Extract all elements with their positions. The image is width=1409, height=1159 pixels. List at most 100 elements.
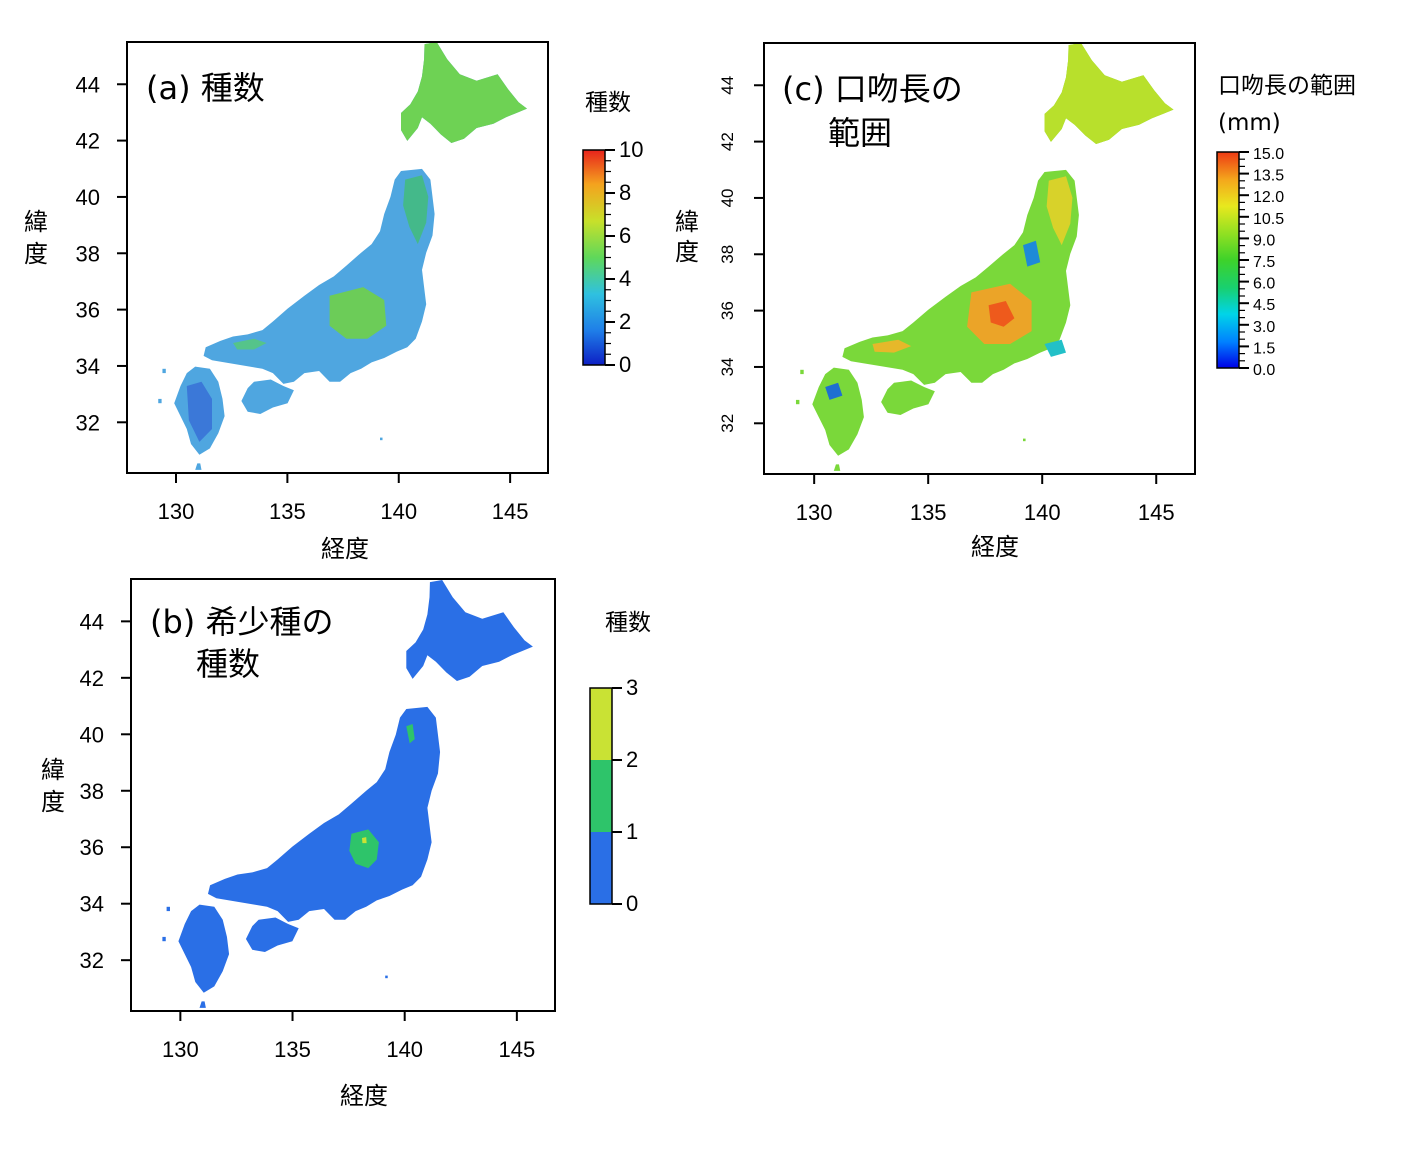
panel-b-title-line1: (b) 希少種の: [150, 603, 333, 641]
y-axis-c: 32 34 36 38 40 42 44: [718, 76, 764, 433]
y-tick-label-a-34: 34: [76, 354, 100, 379]
x-axis-c: 130 135 140 145: [796, 474, 1175, 525]
x-tick-label-c-140: 140: [1024, 500, 1061, 525]
y-tick-label-b-38: 38: [80, 779, 104, 804]
japan-map-c: [796, 43, 1174, 471]
y-tick-label-b-34: 34: [80, 892, 104, 917]
legend-tick-label: 10.5: [1253, 211, 1284, 228]
legend-b-color-1: [590, 760, 612, 832]
panel-a-title: (a) 種数: [146, 69, 265, 107]
x-axis-title-b: 経度: [340, 1082, 388, 1110]
legend-a-colorbar: [582, 149, 606, 366]
legend-a-title: 種数: [585, 90, 631, 116]
svg-text:緯: 緯: [41, 756, 65, 784]
svg-text:緯: 緯: [675, 208, 699, 236]
x-axis-a: 130 135 140 145: [158, 473, 529, 524]
japan-map-a: [158, 42, 527, 470]
y-axis-title-b: 緯 度: [41, 756, 65, 816]
x-tick-label-b-130: 130: [162, 1037, 199, 1062]
legend-c-title-line1: 口吻長の範囲: [1218, 73, 1356, 99]
legend-tick-label: 2: [626, 747, 638, 772]
y-axis-title-a: 緯 度: [24, 208, 48, 268]
legend-tick-label: 0: [626, 891, 638, 916]
svg-text:緯: 緯: [24, 208, 48, 236]
y-tick-label-a-36: 36: [76, 298, 100, 323]
legend-c: 口吻長の範囲 (mm) 0.0 1.5 3.0 4.5 6.0 7.5 9.0 10.5 12.…: [1216, 73, 1356, 379]
legend-tick-label: 3: [626, 675, 638, 700]
legend-b-title: 種数: [605, 610, 651, 636]
legend-tick-label: 1: [626, 819, 638, 844]
panel-b-title-line2: 種数: [196, 645, 260, 683]
x-axis-title-c: 経度: [971, 533, 1019, 561]
legend-tick-label: 4: [619, 266, 631, 291]
legend-b-colorbar-frame: [589, 687, 613, 905]
legend-tick-label: 0.0: [1253, 362, 1275, 379]
y-tick-label-c-42: 42: [718, 132, 737, 151]
legend-tick-label: 9.0: [1253, 232, 1275, 249]
legend-b: 種数 0 1 2 3: [589, 610, 651, 916]
legend-tick-label: 6.0: [1253, 276, 1275, 293]
x-tick-label-b-135: 135: [274, 1037, 311, 1062]
svg-text:度: 度: [24, 240, 48, 268]
plot-frame-b: [130, 578, 556, 1012]
legend-tick-label: 12.0: [1253, 189, 1284, 206]
panel-c-title-line1: (c) 口吻長の: [782, 70, 963, 108]
y-axis-a: 32 34 36 38 40 42 44: [76, 72, 127, 435]
y-tick-label-a-38: 38: [76, 241, 100, 266]
legend-tick-label: 8: [619, 180, 631, 205]
plot-frame-c: [763, 42, 1196, 475]
y-tick-label-b-32: 32: [80, 948, 104, 973]
x-axis-b: 130 135 140 145: [162, 1011, 535, 1062]
legend-b-color-2: [590, 688, 612, 760]
y-tick-label-b-40: 40: [80, 722, 104, 747]
x-tick-label-c-145: 145: [1138, 500, 1175, 525]
y-tick-label-a-40: 40: [76, 185, 100, 210]
x-tick-label-b-145: 145: [499, 1037, 536, 1062]
x-tick-label-a-135: 135: [269, 499, 306, 524]
y-tick-label-c-38: 38: [718, 245, 737, 264]
y-tick-label-b-36: 36: [80, 835, 104, 860]
y-tick-label-a-44: 44: [76, 72, 100, 97]
x-tick-label-c-130: 130: [796, 500, 833, 525]
legend-tick-label: 2: [619, 309, 631, 334]
y-tick-label-c-34: 34: [718, 357, 737, 376]
legend-a: 種数 0 2 4 6 8 10: [582, 90, 643, 377]
legend-tick-label: 0: [619, 352, 631, 377]
legend-tick-label: 13.5: [1253, 168, 1284, 185]
legend-tick-label: 7.5: [1253, 254, 1275, 271]
y-axis-title-c: 緯 度: [675, 208, 699, 266]
y-tick-label-c-32: 32: [718, 414, 737, 433]
x-tick-label-a-140: 140: [380, 499, 417, 524]
x-axis-title-a: 経度: [321, 535, 369, 563]
legend-tick-label: 10: [619, 137, 643, 162]
y-tick-label-c-40: 40: [718, 188, 737, 207]
svg-text:度: 度: [675, 238, 699, 266]
legend-c-colorbar: [1216, 151, 1240, 369]
x-tick-label-a-145: 145: [492, 499, 529, 524]
legend-tick-label: 3.0: [1253, 319, 1275, 336]
y-tick-label-a-32: 32: [76, 410, 100, 435]
x-tick-label-a-130: 130: [158, 499, 195, 524]
y-tick-label-c-44: 44: [718, 76, 737, 95]
y-tick-label-b-44: 44: [80, 609, 104, 634]
legend-c-title-line2: (mm): [1218, 110, 1281, 136]
legend-b-color-0: [590, 832, 612, 904]
legend-tick-label: 6: [619, 223, 631, 248]
legend-tick-label: 1.5: [1253, 340, 1275, 357]
x-tick-label-c-135: 135: [910, 500, 947, 525]
y-tick-label-a-42: 42: [76, 129, 100, 154]
legend-tick-label: 4.5: [1253, 297, 1275, 314]
y-axis-b: 32 34 36 38 40 42 44: [80, 609, 131, 973]
japan-map-b: [162, 580, 533, 1008]
y-tick-label-c-36: 36: [718, 301, 737, 320]
plot-frame-a: [126, 41, 549, 474]
x-tick-label-b-140: 140: [386, 1037, 423, 1062]
legend-tick-label: 15.0: [1253, 146, 1284, 163]
panel-c-title-line2: 範囲: [828, 114, 892, 152]
y-tick-label-b-42: 42: [80, 666, 104, 691]
svg-text:度: 度: [41, 788, 65, 816]
